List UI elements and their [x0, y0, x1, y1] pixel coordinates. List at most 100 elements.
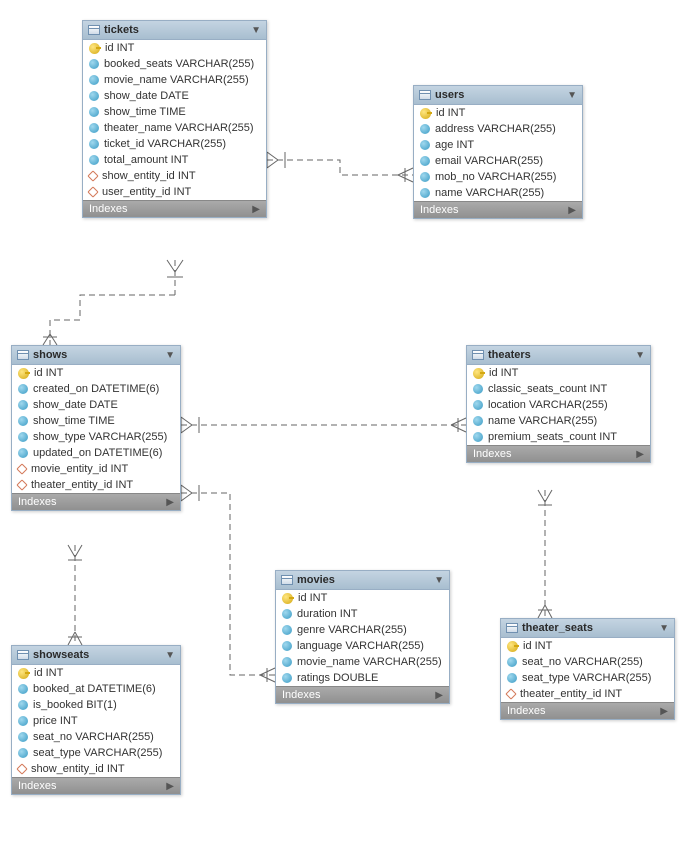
column-row[interactable]: show_time TIME [12, 413, 180, 429]
expand-icon: ▶ [252, 204, 260, 215]
column-row[interactable]: id INT [12, 365, 180, 381]
entity-header[interactable]: users ▼ [414, 86, 582, 105]
indexes-section[interactable]: Indexes▶ [12, 777, 180, 794]
column-icon [18, 684, 28, 694]
column-row[interactable]: is_booked BIT(1) [12, 697, 180, 713]
column-row[interactable]: email VARCHAR(255) [414, 153, 582, 169]
column-icon [89, 107, 99, 117]
column-text: id INT [34, 667, 63, 679]
indexes-section[interactable]: Indexes▶ [467, 445, 650, 462]
column-row[interactable]: location VARCHAR(255) [467, 397, 650, 413]
column-row[interactable]: seat_type VARCHAR(255) [12, 745, 180, 761]
entity-header[interactable]: shows ▼ [12, 346, 180, 365]
column-text: show_entity_id INT [102, 170, 196, 182]
column-row[interactable]: id INT [467, 365, 650, 381]
column-row[interactable]: id INT [414, 105, 582, 121]
column-row[interactable]: id INT [83, 40, 266, 56]
entity-body: id INT booked_at DATETIME(6) is_booked B… [12, 665, 180, 777]
entity-header[interactable]: movies ▼ [276, 571, 449, 590]
entity-theaters[interactable]: theaters ▼ id INT classic_seats_count IN… [466, 345, 651, 463]
column-row[interactable]: movie_entity_id INT [12, 461, 180, 477]
column-text: location VARCHAR(255) [488, 399, 608, 411]
collapse-icon[interactable]: ▼ [635, 350, 645, 361]
column-text: booked_seats VARCHAR(255) [104, 58, 254, 70]
column-icon [420, 140, 430, 150]
column-row[interactable]: language VARCHAR(255) [276, 638, 449, 654]
column-row[interactable]: ticket_id VARCHAR(255) [83, 136, 266, 152]
column-text: show_entity_id INT [31, 763, 125, 775]
entity-body: id INT duration INT genre VARCHAR(255) l… [276, 590, 449, 686]
column-row[interactable]: name VARCHAR(255) [414, 185, 582, 201]
column-row[interactable]: name VARCHAR(255) [467, 413, 650, 429]
indexes-section[interactable]: Indexes▶ [276, 686, 449, 703]
column-row[interactable]: age INT [414, 137, 582, 153]
entity-tickets[interactable]: tickets ▼ id INT booked_seats VARCHAR(25… [82, 20, 267, 218]
column-text: is_booked BIT(1) [33, 699, 117, 711]
collapse-icon[interactable]: ▼ [659, 623, 669, 634]
collapse-icon[interactable]: ▼ [251, 25, 261, 36]
column-row[interactable]: total_amount INT [83, 152, 266, 168]
column-row[interactable]: user_entity_id INT [83, 184, 266, 200]
column-row[interactable]: show_date DATE [12, 397, 180, 413]
column-row[interactable]: id INT [501, 638, 674, 654]
column-row[interactable]: show_entity_id INT [83, 168, 266, 184]
column-row[interactable]: booked_at DATETIME(6) [12, 681, 180, 697]
entity-shows[interactable]: shows ▼ id INT created_on DATETIME(6) sh… [11, 345, 181, 511]
column-row[interactable]: show_type VARCHAR(255) [12, 429, 180, 445]
column-text: age INT [435, 139, 474, 151]
indexes-section[interactable]: Indexes▶ [12, 493, 180, 510]
column-text: premium_seats_count INT [488, 431, 617, 443]
indexes-label: Indexes [18, 780, 57, 792]
column-row[interactable]: address VARCHAR(255) [414, 121, 582, 137]
entity-header[interactable]: theater_seats ▼ [501, 619, 674, 638]
collapse-icon[interactable]: ▼ [165, 650, 175, 661]
column-row[interactable]: genre VARCHAR(255) [276, 622, 449, 638]
column-row[interactable]: seat_no VARCHAR(255) [501, 654, 674, 670]
collapse-icon[interactable]: ▼ [567, 90, 577, 101]
entity-title: shows [33, 349, 67, 361]
column-row[interactable]: movie_name VARCHAR(255) [276, 654, 449, 670]
column-row[interactable]: seat_no VARCHAR(255) [12, 729, 180, 745]
key-icon [420, 108, 431, 119]
column-text: id INT [489, 367, 518, 379]
key-icon [282, 593, 293, 604]
column-text: address VARCHAR(255) [435, 123, 556, 135]
column-text: user_entity_id INT [102, 186, 191, 198]
entity-title: users [435, 89, 464, 101]
column-row[interactable]: show_date DATE [83, 88, 266, 104]
column-row[interactable]: id INT [276, 590, 449, 606]
column-row[interactable]: id INT [12, 665, 180, 681]
entity-showseats[interactable]: showseats ▼ id INT booked_at DATETIME(6)… [11, 645, 181, 795]
column-row[interactable]: theater_entity_id INT [12, 477, 180, 493]
indexes-section[interactable]: Indexes▶ [501, 702, 674, 719]
column-row[interactable]: show_time TIME [83, 104, 266, 120]
entity-theater-seats[interactable]: theater_seats ▼ id INT seat_no VARCHAR(2… [500, 618, 675, 720]
column-row[interactable]: theater_entity_id INT [501, 686, 674, 702]
entity-users[interactable]: users ▼ id INT address VARCHAR(255) age … [413, 85, 583, 219]
column-row[interactable]: duration INT [276, 606, 449, 622]
column-row[interactable]: updated_on DATETIME(6) [12, 445, 180, 461]
column-row[interactable]: classic_seats_count INT [467, 381, 650, 397]
column-row[interactable]: ratings DOUBLE [276, 670, 449, 686]
entity-header[interactable]: showseats ▼ [12, 646, 180, 665]
entity-header[interactable]: tickets ▼ [83, 21, 266, 40]
column-row[interactable]: price INT [12, 713, 180, 729]
entity-header[interactable]: theaters ▼ [467, 346, 650, 365]
collapse-icon[interactable]: ▼ [165, 350, 175, 361]
column-row[interactable]: theater_name VARCHAR(255) [83, 120, 266, 136]
collapse-icon[interactable]: ▼ [434, 575, 444, 586]
column-row[interactable]: premium_seats_count INT [467, 429, 650, 445]
column-icon [18, 432, 28, 442]
indexes-section[interactable]: Indexes▶ [414, 201, 582, 218]
column-row[interactable]: show_entity_id INT [12, 761, 180, 777]
entity-title: movies [297, 574, 335, 586]
column-row[interactable]: booked_seats VARCHAR(255) [83, 56, 266, 72]
column-row[interactable]: seat_type VARCHAR(255) [501, 670, 674, 686]
key-icon [18, 368, 29, 379]
column-row[interactable]: mob_no VARCHAR(255) [414, 169, 582, 185]
column-row[interactable]: created_on DATETIME(6) [12, 381, 180, 397]
column-icon [89, 139, 99, 149]
column-row[interactable]: movie_name VARCHAR(255) [83, 72, 266, 88]
entity-movies[interactable]: movies ▼ id INT duration INT genre VARCH… [275, 570, 450, 704]
indexes-section[interactable]: Indexes▶ [83, 200, 266, 217]
